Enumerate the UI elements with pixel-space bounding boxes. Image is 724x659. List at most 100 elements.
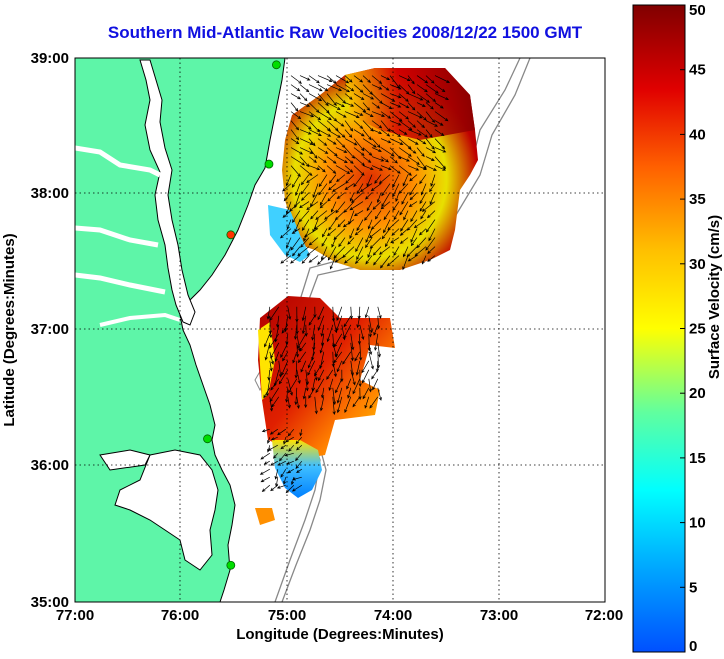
velocity-vector — [329, 255, 337, 270]
velocity-vector — [317, 165, 326, 173]
velocity-vector — [326, 93, 337, 107]
velocity-vector — [380, 111, 392, 119]
velocity-vector — [290, 102, 299, 112]
velocity-vector — [419, 174, 427, 185]
velocity-vector — [344, 165, 354, 173]
station-marker — [271, 60, 281, 70]
velocity-vector — [413, 219, 427, 229]
velocity-vector — [425, 237, 436, 251]
velocity-vector — [301, 315, 307, 335]
velocity-vector — [285, 387, 289, 403]
velocity-vector — [380, 129, 391, 137]
velocity-vector — [356, 246, 364, 261]
velocity-vector — [310, 192, 319, 207]
velocity-vector — [326, 324, 334, 343]
velocity-vector — [425, 219, 436, 233]
velocity-vector — [299, 165, 313, 176]
velocity-vector — [355, 360, 361, 376]
velocity-vector — [389, 165, 401, 174]
y-tick-label: 35:00 — [31, 594, 69, 611]
velocity-vector — [407, 120, 416, 128]
velocity-vector — [270, 436, 278, 441]
velocity-vector — [278, 369, 289, 385]
velocity-vector — [342, 351, 352, 365]
velocity-vector — [320, 387, 325, 399]
velocity-vector — [434, 84, 446, 93]
velocity-vector — [371, 129, 383, 135]
velocity-vector — [335, 147, 348, 153]
velocity-vector — [295, 452, 303, 462]
velocity-vector — [290, 156, 306, 166]
velocity-vector — [301, 219, 310, 231]
velocity-vector — [283, 477, 287, 485]
velocity-vector — [407, 129, 422, 136]
velocity-vector — [335, 120, 345, 127]
velocity-vector — [374, 210, 382, 220]
velocity-vector — [380, 75, 391, 81]
velocity-vector — [427, 246, 436, 254]
velocity-vector — [320, 324, 325, 337]
velocity-vector — [299, 201, 310, 209]
velocity-vector — [336, 192, 346, 199]
velocity-vector — [349, 201, 364, 211]
colorbar-tick-label: 35 — [689, 191, 706, 208]
velocity-vector — [312, 183, 319, 199]
velocity-vector — [344, 129, 353, 138]
velocity-vector — [326, 75, 337, 84]
velocity-vector — [353, 93, 365, 101]
velocity-vector — [327, 192, 337, 202]
colorbar-label: Surface Velocity (cm/s) — [706, 215, 723, 379]
velocity-vector — [429, 192, 436, 205]
velocity-vector — [300, 360, 307, 373]
velocity-vector — [270, 378, 280, 391]
velocity-vector — [296, 468, 302, 474]
velocity-vector — [376, 192, 382, 204]
velocity-vector — [336, 306, 343, 322]
velocity-vector — [291, 484, 302, 492]
velocity-vector — [279, 228, 292, 239]
velocity-vector — [398, 147, 412, 157]
velocity-vector — [288, 444, 295, 452]
velocity-vector — [261, 428, 270, 433]
velocity-vector — [352, 378, 361, 395]
velocity-vector — [344, 93, 353, 100]
velocity-vector — [389, 138, 404, 145]
colorbar — [632, 4, 686, 653]
velocity-vector — [357, 333, 362, 345]
velocity-vector — [418, 228, 427, 236]
velocity-vector — [421, 201, 436, 212]
velocity-vector — [280, 342, 289, 359]
velocity-vector — [353, 138, 365, 152]
velocity-vector — [332, 360, 337, 378]
velocity-vector — [305, 378, 309, 392]
velocity-vector — [398, 120, 413, 131]
velocity-vector — [362, 156, 372, 163]
velocity-vector — [347, 387, 352, 399]
velocity-vector — [290, 84, 301, 92]
velocity-vector — [270, 484, 279, 492]
velocity-vector — [304, 396, 308, 409]
velocity-vector — [389, 111, 403, 122]
velocity-vector — [299, 111, 315, 118]
velocity-vector — [311, 324, 316, 341]
velocity-vector — [335, 165, 351, 174]
velocity-vector — [370, 183, 382, 192]
velocity-vector — [331, 237, 337, 248]
velocity-vector — [380, 138, 392, 144]
velocity-vector — [371, 111, 386, 117]
velocity-vector — [369, 237, 382, 249]
velocity-vector — [362, 102, 371, 111]
velocity-vector — [326, 84, 343, 92]
velocity-vector — [283, 192, 292, 202]
velocity-vector — [427, 210, 436, 219]
velocity-vector — [294, 387, 298, 406]
velocity-vector — [425, 102, 434, 110]
velocity-vector — [335, 84, 351, 93]
velocity-vector — [362, 138, 377, 148]
velocity-vector — [335, 138, 346, 148]
velocity-vector — [286, 246, 292, 257]
velocity-vector — [269, 324, 273, 339]
velocity-vector — [321, 246, 328, 261]
velocity-vector — [317, 111, 332, 121]
velocity-vector — [317, 315, 325, 331]
